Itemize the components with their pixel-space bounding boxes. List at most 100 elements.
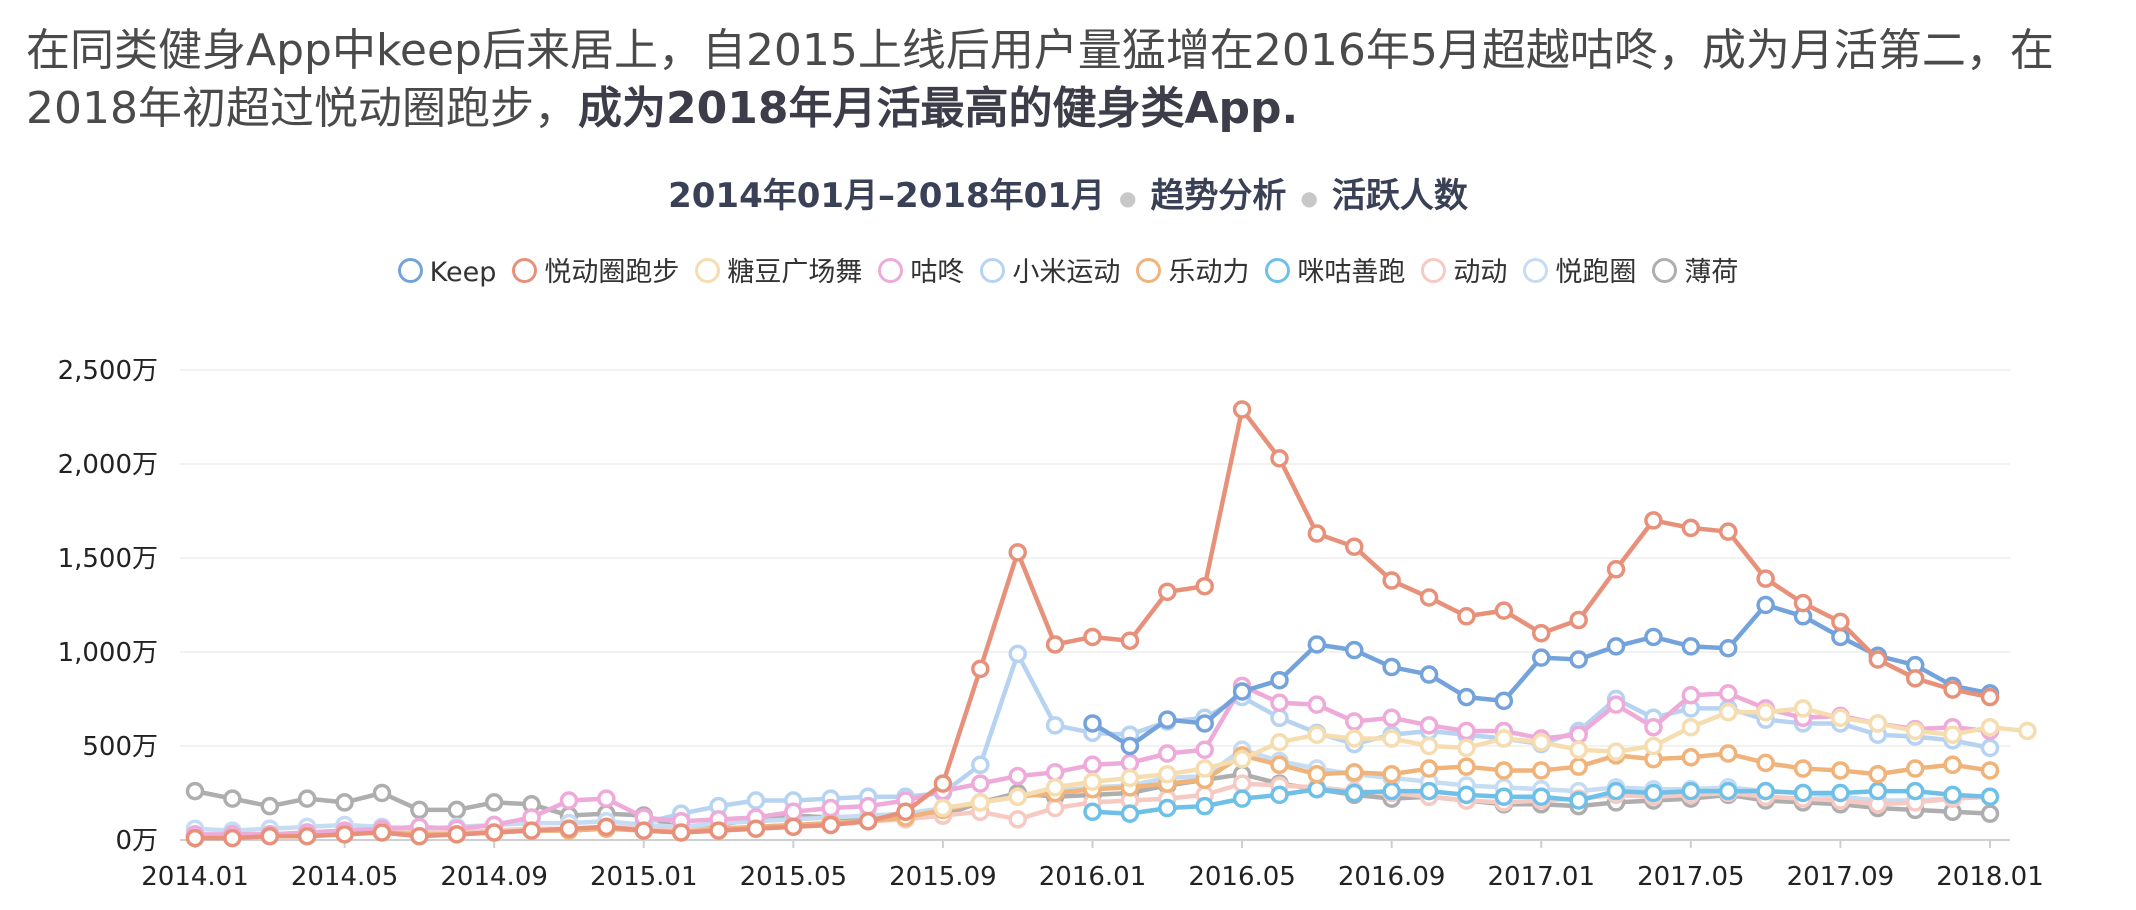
data-point[interactable] [1980,804,2000,823]
data-point[interactable] [1270,449,1289,468]
data-point[interactable] [1008,787,1027,807]
data-point[interactable] [223,828,242,848]
data-point[interactable] [1083,755,1102,775]
data-point[interactable] [784,817,803,837]
data-point[interactable] [1868,764,1888,784]
data-point[interactable] [1943,755,1962,775]
data-point[interactable] [1681,717,1701,737]
data-point[interactable] [1793,593,1813,613]
legend-item[interactable]: 糖豆广场舞 [695,250,862,289]
data-point[interactable] [1083,772,1102,791]
data-point[interactable] [1606,781,1626,801]
data-point[interactable] [821,815,840,835]
data-point[interactable] [1345,640,1364,660]
data-point[interactable] [1270,755,1289,775]
data-point[interactable] [1831,783,1850,803]
data-point[interactable] [1045,778,1065,797]
data-point[interactable] [1831,761,1850,780]
data-point[interactable] [1756,781,1775,801]
data-point[interactable] [1045,763,1065,782]
data-point[interactable] [1494,729,1514,748]
data-point[interactable] [1905,721,1925,741]
data-point[interactable] [1120,631,1140,650]
data-point[interactable] [1905,759,1925,778]
data-point[interactable] [933,798,953,818]
data-point[interactable] [1494,601,1514,620]
data-point[interactable] [1980,761,2000,780]
data-point[interactable] [1195,796,1214,816]
data-point[interactable] [1345,763,1364,782]
data-point[interactable] [1718,684,1738,703]
data-point[interactable] [484,823,504,842]
data-point[interactable] [821,798,840,818]
data-point[interactable] [1718,522,1738,541]
data-point[interactable] [1307,779,1327,799]
data-point[interactable] [522,821,541,840]
data-point[interactable] [1718,781,1738,801]
data-point[interactable] [260,796,280,816]
data-point[interactable] [1419,781,1439,801]
data-point[interactable] [1195,740,1214,760]
legend-item[interactable]: 咪咕善跑 [1265,250,1405,289]
data-point[interactable] [1382,657,1401,677]
data-point[interactable] [1980,738,2000,758]
data-point[interactable] [1793,783,1813,803]
data-point[interactable] [1270,708,1289,728]
data-point[interactable] [1532,761,1551,780]
data-point[interactable] [1232,682,1252,701]
data-point[interactable] [1008,810,1027,829]
data-point[interactable] [746,791,766,810]
data-point[interactable] [597,817,616,837]
data-point[interactable] [1419,759,1439,778]
data-point[interactable] [1307,635,1327,654]
data-point[interactable] [1457,721,1476,741]
data-point[interactable] [1532,787,1551,807]
data-point[interactable] [1419,716,1439,735]
data-point[interactable] [1120,804,1140,823]
data-point[interactable] [410,800,429,820]
data-point[interactable] [971,793,990,812]
data-point[interactable] [1270,693,1289,713]
data-point[interactable] [1831,612,1850,632]
data-point[interactable] [185,828,205,848]
data-point[interactable] [1868,714,1888,733]
data-point[interactable] [1120,768,1140,788]
data-point[interactable] [1718,638,1738,658]
data-point[interactable] [1943,725,1962,744]
data-point[interactable] [1120,736,1140,756]
data-point[interactable] [1345,712,1364,731]
data-point[interactable] [1943,680,1962,699]
data-point[interactable] [1345,537,1364,556]
data-point[interactable] [1532,648,1551,667]
data-point[interactable] [1569,791,1588,810]
data-point[interactable] [1718,744,1738,763]
legend-item[interactable]: 乐动力 [1136,250,1249,289]
data-point[interactable] [858,796,878,816]
data-point[interactable] [1831,708,1850,728]
data-point[interactable] [1083,802,1102,822]
data-point[interactable] [1868,650,1888,669]
data-point[interactable] [297,826,317,846]
data-point[interactable] [447,825,467,844]
data-point[interactable] [1606,695,1626,714]
data-point[interactable] [1681,781,1701,801]
data-point[interactable] [1158,764,1177,784]
legend-item[interactable]: 悦跑圈 [1523,250,1636,289]
data-point[interactable] [1644,511,1663,530]
data-point[interactable] [1195,576,1214,596]
data-point[interactable] [784,802,803,822]
data-point[interactable] [1232,400,1252,419]
data-point[interactable] [858,811,878,831]
data-point[interactable] [1419,588,1439,607]
data-point[interactable] [1644,783,1663,803]
data-point[interactable] [1569,757,1588,776]
data-point[interactable] [1382,708,1401,728]
data-point[interactable] [1681,637,1701,656]
data-point[interactable] [1345,729,1364,748]
data-point[interactable] [1120,753,1140,773]
data-point[interactable] [1569,610,1588,630]
data-point[interactable] [260,826,280,846]
data-point[interactable] [1419,736,1439,756]
data-point[interactable] [1905,781,1925,801]
data-point[interactable] [1569,740,1588,760]
